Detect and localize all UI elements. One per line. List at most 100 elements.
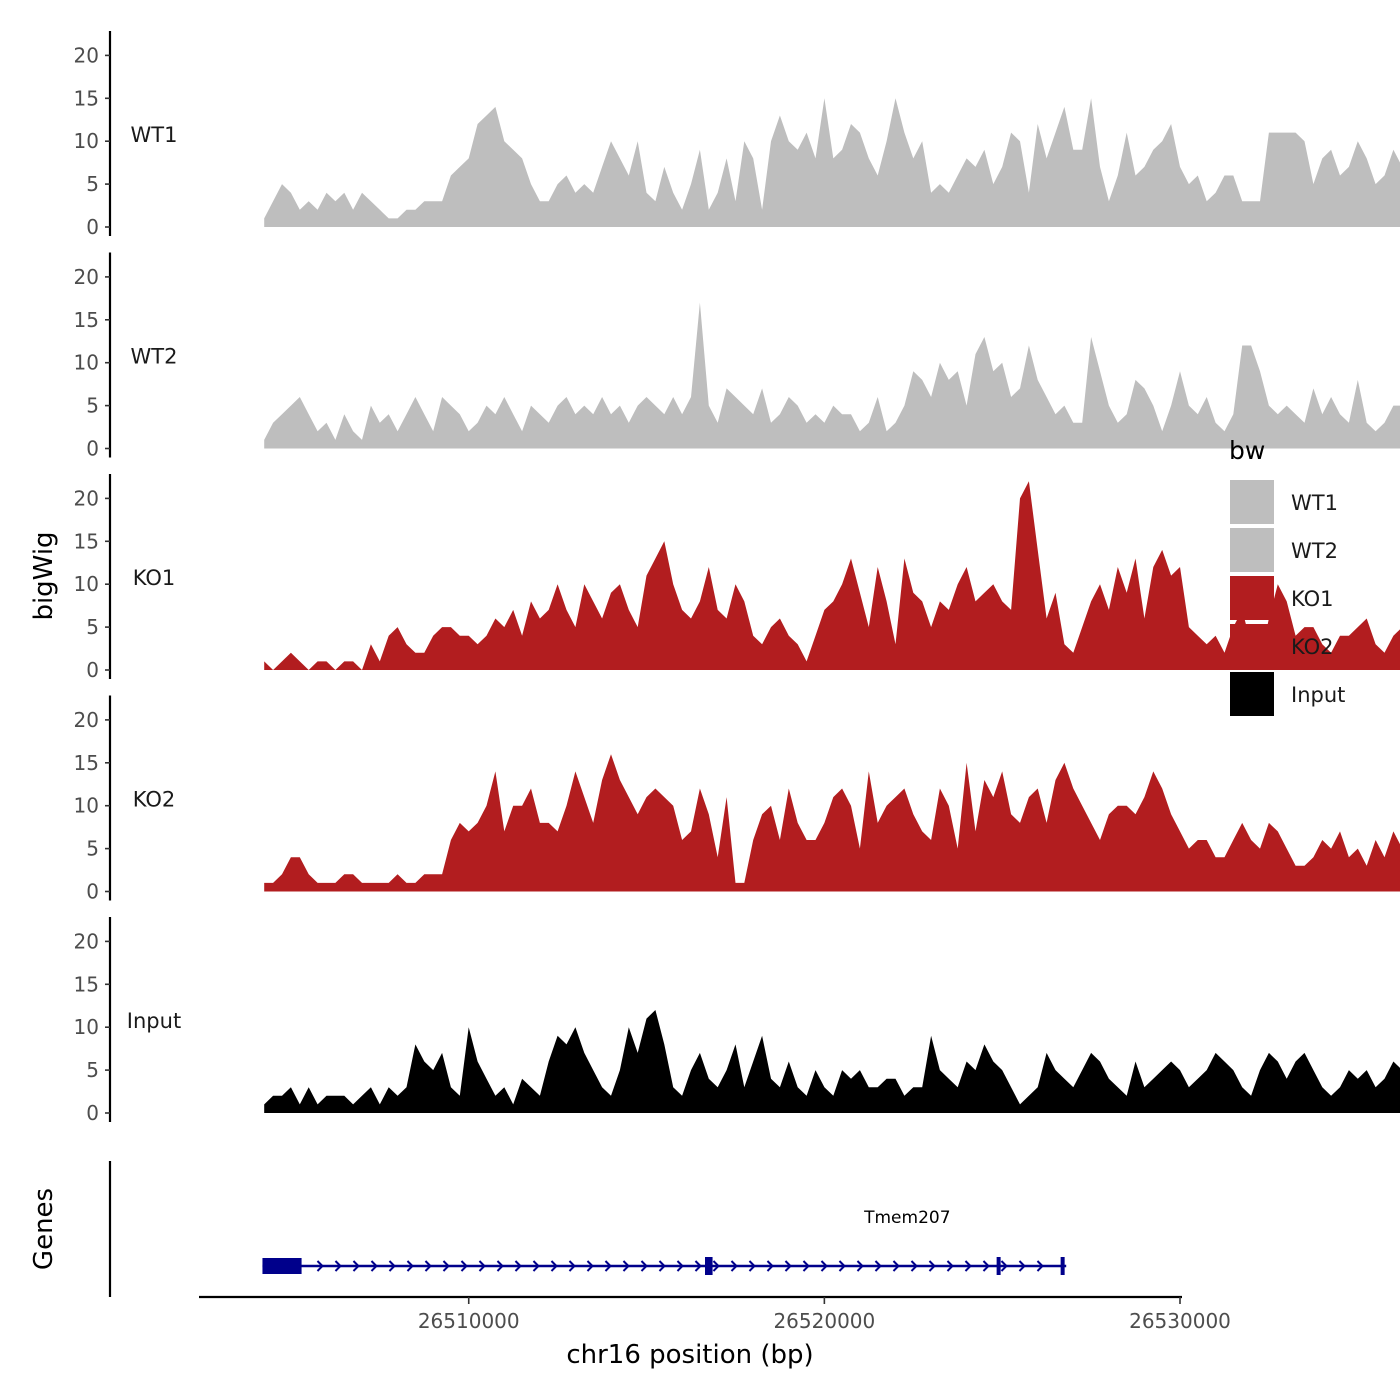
y-tick-label: 0 bbox=[86, 658, 99, 682]
y-tick-label: 15 bbox=[74, 529, 99, 553]
gene-exon-block bbox=[262, 1258, 302, 1274]
strand-arrow bbox=[514, 1260, 522, 1272]
genes-axis-title: Genes bbox=[29, 1188, 59, 1270]
y-tick-label: 20 bbox=[74, 265, 99, 289]
strand-arrow bbox=[658, 1260, 666, 1272]
strand-arrow bbox=[1036, 1260, 1044, 1272]
signal-area-wt1 bbox=[264, 98, 1400, 227]
strand-arrow bbox=[928, 1260, 936, 1272]
legend-swatch-ko1 bbox=[1230, 576, 1274, 620]
strand-arrow bbox=[1018, 1260, 1026, 1272]
gene-track: Tmem207 bbox=[108, 1161, 1067, 1297]
y-tick-label: 10 bbox=[74, 572, 99, 596]
strand-arrow bbox=[532, 1260, 540, 1272]
strand-arrow bbox=[496, 1260, 504, 1272]
y-tick-label: 10 bbox=[74, 794, 99, 818]
strand-arrow bbox=[964, 1260, 972, 1272]
strand-arrow bbox=[784, 1260, 792, 1272]
legend-label-ko2: KO2 bbox=[1291, 635, 1334, 659]
legend-label-wt2: WT2 bbox=[1291, 539, 1338, 563]
x-axis: 26510000 26520000 26530000 bbox=[199, 1295, 1231, 1333]
legend-swatch-ko2 bbox=[1230, 624, 1274, 668]
strand-arrow bbox=[748, 1260, 756, 1272]
strand-arrow bbox=[676, 1260, 684, 1272]
y-tick-label: 5 bbox=[86, 615, 99, 639]
strand-arrow bbox=[874, 1260, 882, 1272]
y-tick-label: 20 bbox=[74, 486, 99, 510]
track-label-ko2: KO2 bbox=[133, 788, 176, 812]
gene-exon-mark bbox=[708, 1257, 713, 1275]
y-tick-label: 15 bbox=[74, 972, 99, 996]
legend-label-input: Input bbox=[1291, 683, 1345, 707]
y-tick-label: 20 bbox=[74, 43, 99, 67]
signal-tracks: 0 5 10 15 20 WT1 0 5 10 15 20 WT2 0 5 10 15 20 KO1 0 5 10 15 2… bbox=[74, 31, 1400, 1125]
signal-area-ko1 bbox=[264, 481, 1400, 670]
track-wt1: 0 5 10 15 20 WT1 bbox=[74, 31, 1400, 239]
strand-arrow bbox=[568, 1260, 576, 1272]
gene-exon-mark bbox=[705, 1257, 710, 1275]
y-tick-label: 5 bbox=[86, 394, 99, 418]
strand-arrow bbox=[712, 1260, 720, 1272]
strand-arrow bbox=[478, 1260, 486, 1272]
strand-arrow bbox=[1000, 1260, 1008, 1272]
gene-tmem207: Tmem207 bbox=[262, 1208, 1067, 1275]
strand-arrow bbox=[910, 1260, 918, 1272]
signal-area-ko2 bbox=[264, 754, 1400, 892]
track-label-wt1: WT1 bbox=[131, 123, 178, 147]
y-tick-label: 10 bbox=[74, 351, 99, 375]
y-tick-label: 10 bbox=[74, 1015, 99, 1039]
track-ko2: 0 5 10 15 20 KO2 bbox=[74, 695, 1400, 904]
strand-arrow bbox=[730, 1260, 738, 1272]
strand-arrow bbox=[694, 1260, 702, 1272]
strand-arrow bbox=[640, 1260, 648, 1272]
signal-area-wt2 bbox=[264, 302, 1400, 449]
strand-arrow bbox=[424, 1260, 432, 1272]
signal-area-input bbox=[264, 1010, 1400, 1113]
strand-arrow bbox=[802, 1260, 810, 1272]
track-label-wt2: WT2 bbox=[131, 345, 178, 369]
y-tick-label: 10 bbox=[74, 129, 99, 153]
strand-arrow bbox=[388, 1260, 396, 1272]
legend-title: bw bbox=[1229, 436, 1265, 465]
x-tick-label: 26530000 bbox=[1129, 1309, 1231, 1333]
gene-exon-mark bbox=[1060, 1257, 1065, 1275]
legend-swatch-input bbox=[1230, 672, 1274, 716]
strand-arrow bbox=[838, 1260, 846, 1272]
strand-arrow bbox=[892, 1260, 900, 1272]
strand-arrow bbox=[982, 1260, 990, 1272]
y-tick-label: 5 bbox=[86, 172, 99, 196]
track-label-input: Input bbox=[127, 1009, 181, 1033]
y-tick-label: 0 bbox=[86, 215, 99, 239]
x-tick-label: 26520000 bbox=[773, 1309, 875, 1333]
strand-arrow bbox=[766, 1260, 774, 1272]
y-tick-label: 20 bbox=[74, 929, 99, 953]
legend-label-wt1: WT1 bbox=[1291, 491, 1338, 515]
legend-swatch-wt2 bbox=[1230, 528, 1274, 572]
gene-name-label: Tmem207 bbox=[863, 1208, 950, 1228]
track-input: 0 5 10 15 20 Input bbox=[74, 917, 1400, 1125]
strand-arrow bbox=[856, 1260, 864, 1272]
strand-arrow bbox=[442, 1260, 450, 1272]
strand-arrow bbox=[370, 1260, 378, 1272]
strand-arrow bbox=[406, 1260, 414, 1272]
legend: bw WT1 WT2 KO1 KO2 Input bbox=[1229, 436, 1345, 716]
track-ko1: 0 5 10 15 20 KO1 bbox=[74, 474, 1400, 682]
y-tick-label: 0 bbox=[86, 437, 99, 461]
strand-arrow bbox=[460, 1260, 468, 1272]
y-tick-label: 0 bbox=[86, 880, 99, 904]
x-tick-label: 26510000 bbox=[418, 1309, 520, 1333]
legend-label-ko1: KO1 bbox=[1291, 587, 1334, 611]
y-axis-title: bigWig bbox=[29, 531, 59, 620]
strand-arrow bbox=[604, 1260, 612, 1272]
y-tick-label: 15 bbox=[74, 751, 99, 775]
y-tick-label: 15 bbox=[74, 86, 99, 110]
y-tick-label: 15 bbox=[74, 308, 99, 332]
strand-arrow bbox=[622, 1260, 630, 1272]
x-axis-title: chr16 position (bp) bbox=[566, 1340, 813, 1370]
strand-arrow bbox=[586, 1260, 594, 1272]
strand-arrow bbox=[550, 1260, 558, 1272]
strand-arrow bbox=[334, 1260, 342, 1272]
gene-exon-mark bbox=[996, 1257, 1001, 1275]
y-tick-label: 20 bbox=[74, 708, 99, 732]
